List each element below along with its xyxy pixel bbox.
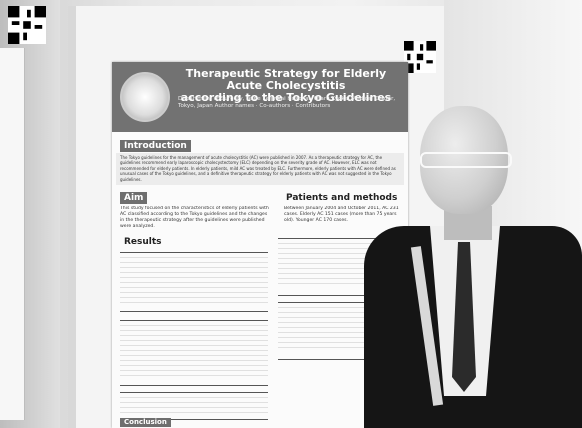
qr-code-icon <box>404 41 436 73</box>
neighbor-poster <box>0 48 25 420</box>
methods-table-2 <box>278 302 402 360</box>
poster-header: Therapeutic Strategy for Elderly Acute C… <box>112 62 408 132</box>
methods-text: Between January 2004 and October 2011, A… <box>284 206 399 223</box>
section-heading-patients-methods: Patients and methods <box>286 193 398 203</box>
institution-logo-icon <box>120 72 170 122</box>
section-heading-aim: Aim <box>120 192 148 204</box>
results-table-1 <box>120 252 268 312</box>
research-poster: Therapeutic Strategy for Elderly Acute C… <box>112 62 408 428</box>
methods-table-1 <box>278 238 402 296</box>
glasses-icon <box>420 152 512 168</box>
poster-title-line: Therapeutic Strategy for Elderly Acute C… <box>185 67 387 92</box>
section-heading-conclusion: Conclusion <box>120 418 171 427</box>
presenter-head <box>420 106 508 214</box>
intro-band <box>116 153 404 185</box>
poster-title: Therapeutic Strategy for Elderly Acute C… <box>170 68 402 104</box>
section-heading-introduction: Introduction <box>120 140 191 152</box>
results-table-3 <box>120 392 268 420</box>
left-poster-board <box>0 0 60 428</box>
qr-code-icon <box>8 6 46 44</box>
poster-title-line: according to the Tokyo Guidelines <box>180 91 392 104</box>
presenter-person <box>364 96 582 428</box>
poster-authors: Department of Surgery, Teine Keijinkai H… <box>178 96 396 109</box>
section-heading-results: Results <box>124 237 162 247</box>
aim-text: This study focused on the characteristic… <box>120 206 269 229</box>
intro-text: The Tokyo guidelines for the management … <box>120 155 396 182</box>
results-table-2 <box>120 320 268 386</box>
